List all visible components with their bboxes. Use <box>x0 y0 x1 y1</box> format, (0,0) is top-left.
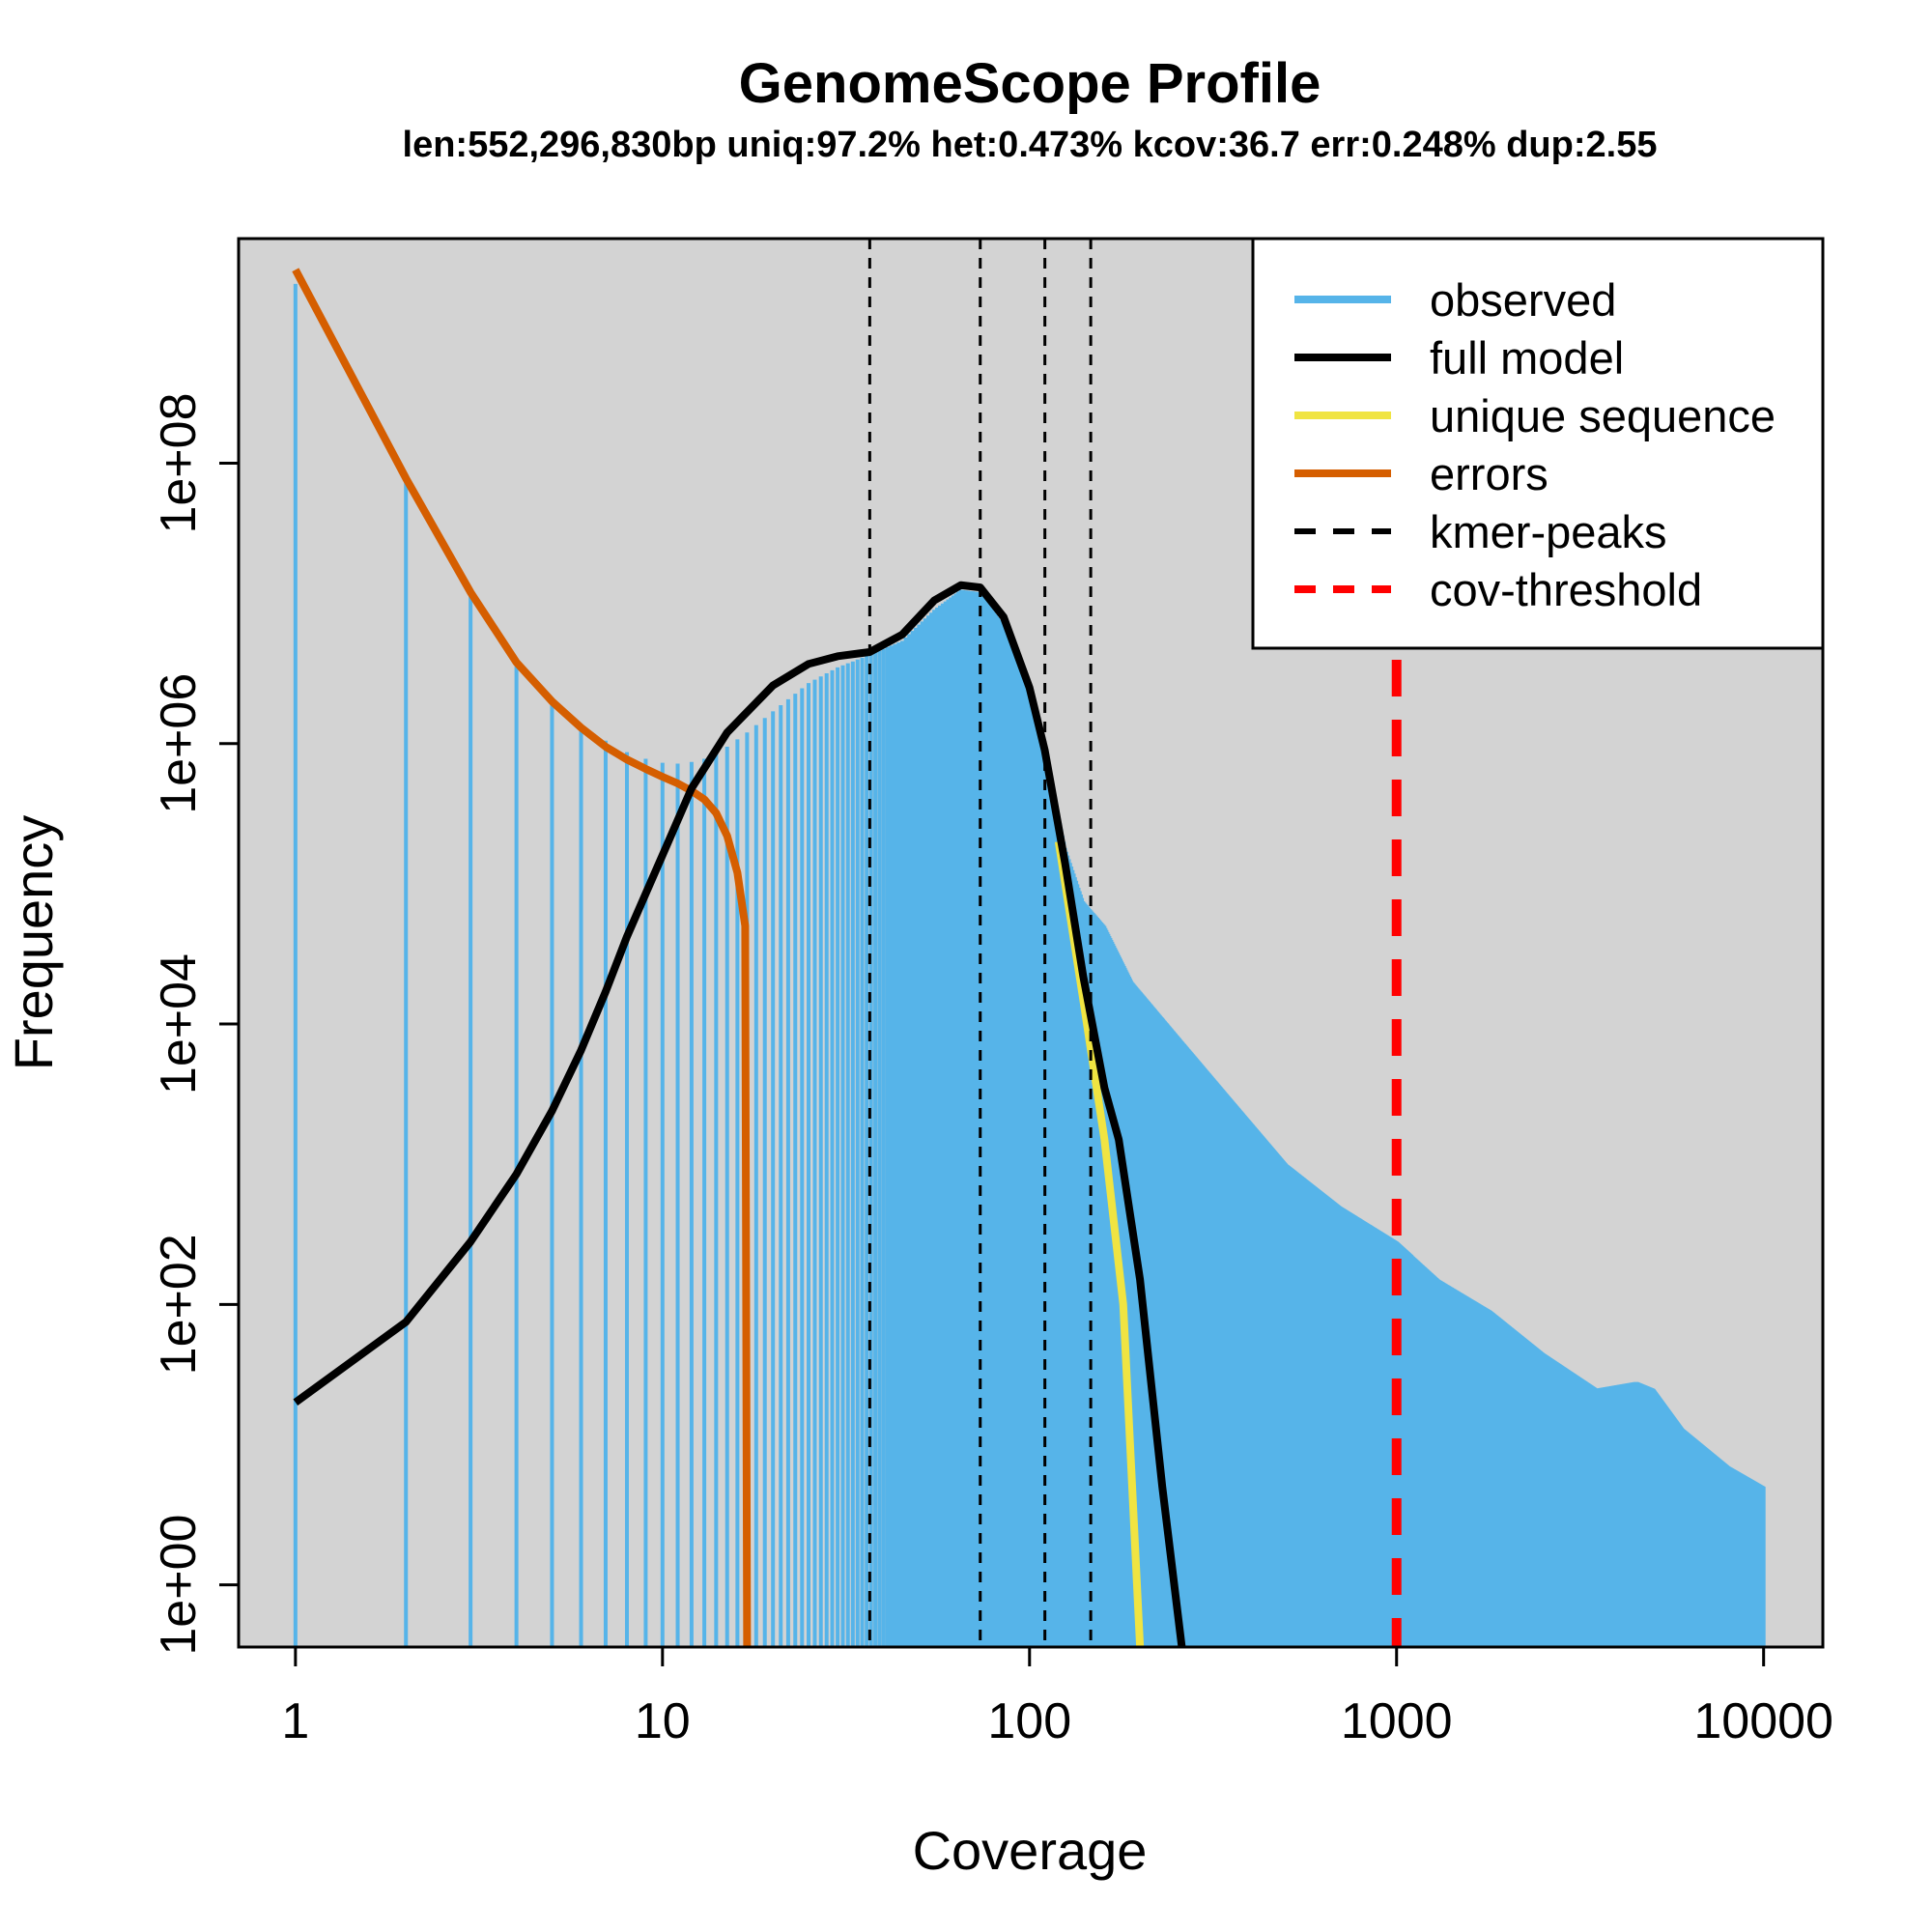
chart-subtitle: len:552,296,830bp uniq:97.2% het:0.473% … <box>403 125 1658 165</box>
legend-label: cov-threshold <box>1430 564 1702 615</box>
legend-label: observed <box>1430 274 1616 326</box>
y-tick-label: 1e+04 <box>151 953 207 1094</box>
y-tick-label: 1e+00 <box>151 1515 207 1656</box>
y-axis: 1e+00 1e+02 1e+04 1e+06 1e+08 <box>151 392 241 1656</box>
x-tick-label: 1000 <box>1341 1693 1453 1749</box>
x-tick-label: 1 <box>281 1693 309 1749</box>
errors-line <box>292 268 752 1648</box>
legend-label: full model <box>1430 332 1624 384</box>
legend-label: unique sequence <box>1430 390 1776 441</box>
x-tick-label: 10 <box>635 1693 691 1749</box>
x-tick-label: 10000 <box>1693 1693 1833 1749</box>
legend-label: kmer-peaks <box>1430 506 1667 557</box>
x-axis: 1 10 100 1000 10000 <box>281 1645 1833 1749</box>
legend-box <box>1251 237 1825 650</box>
errors-series <box>292 268 752 1648</box>
x-axis-label: Coverage <box>913 1820 1148 1881</box>
legend-label: errors <box>1430 448 1548 499</box>
y-axis-label: Frequency <box>3 815 64 1071</box>
y-tick-label: 1e+06 <box>151 673 207 814</box>
chart-title: GenomeScope Profile <box>739 52 1321 115</box>
legend: observed full model unique sequence errors k… <box>1251 237 1825 650</box>
kmer-peaks-lines <box>867 239 1093 1647</box>
x-tick-label: 100 <box>987 1693 1071 1749</box>
y-tick-label: 1e+08 <box>151 392 207 533</box>
y-tick-label: 1e+02 <box>151 1234 207 1375</box>
observed-bars <box>293 283 1766 1647</box>
observed-series <box>293 283 1766 1647</box>
